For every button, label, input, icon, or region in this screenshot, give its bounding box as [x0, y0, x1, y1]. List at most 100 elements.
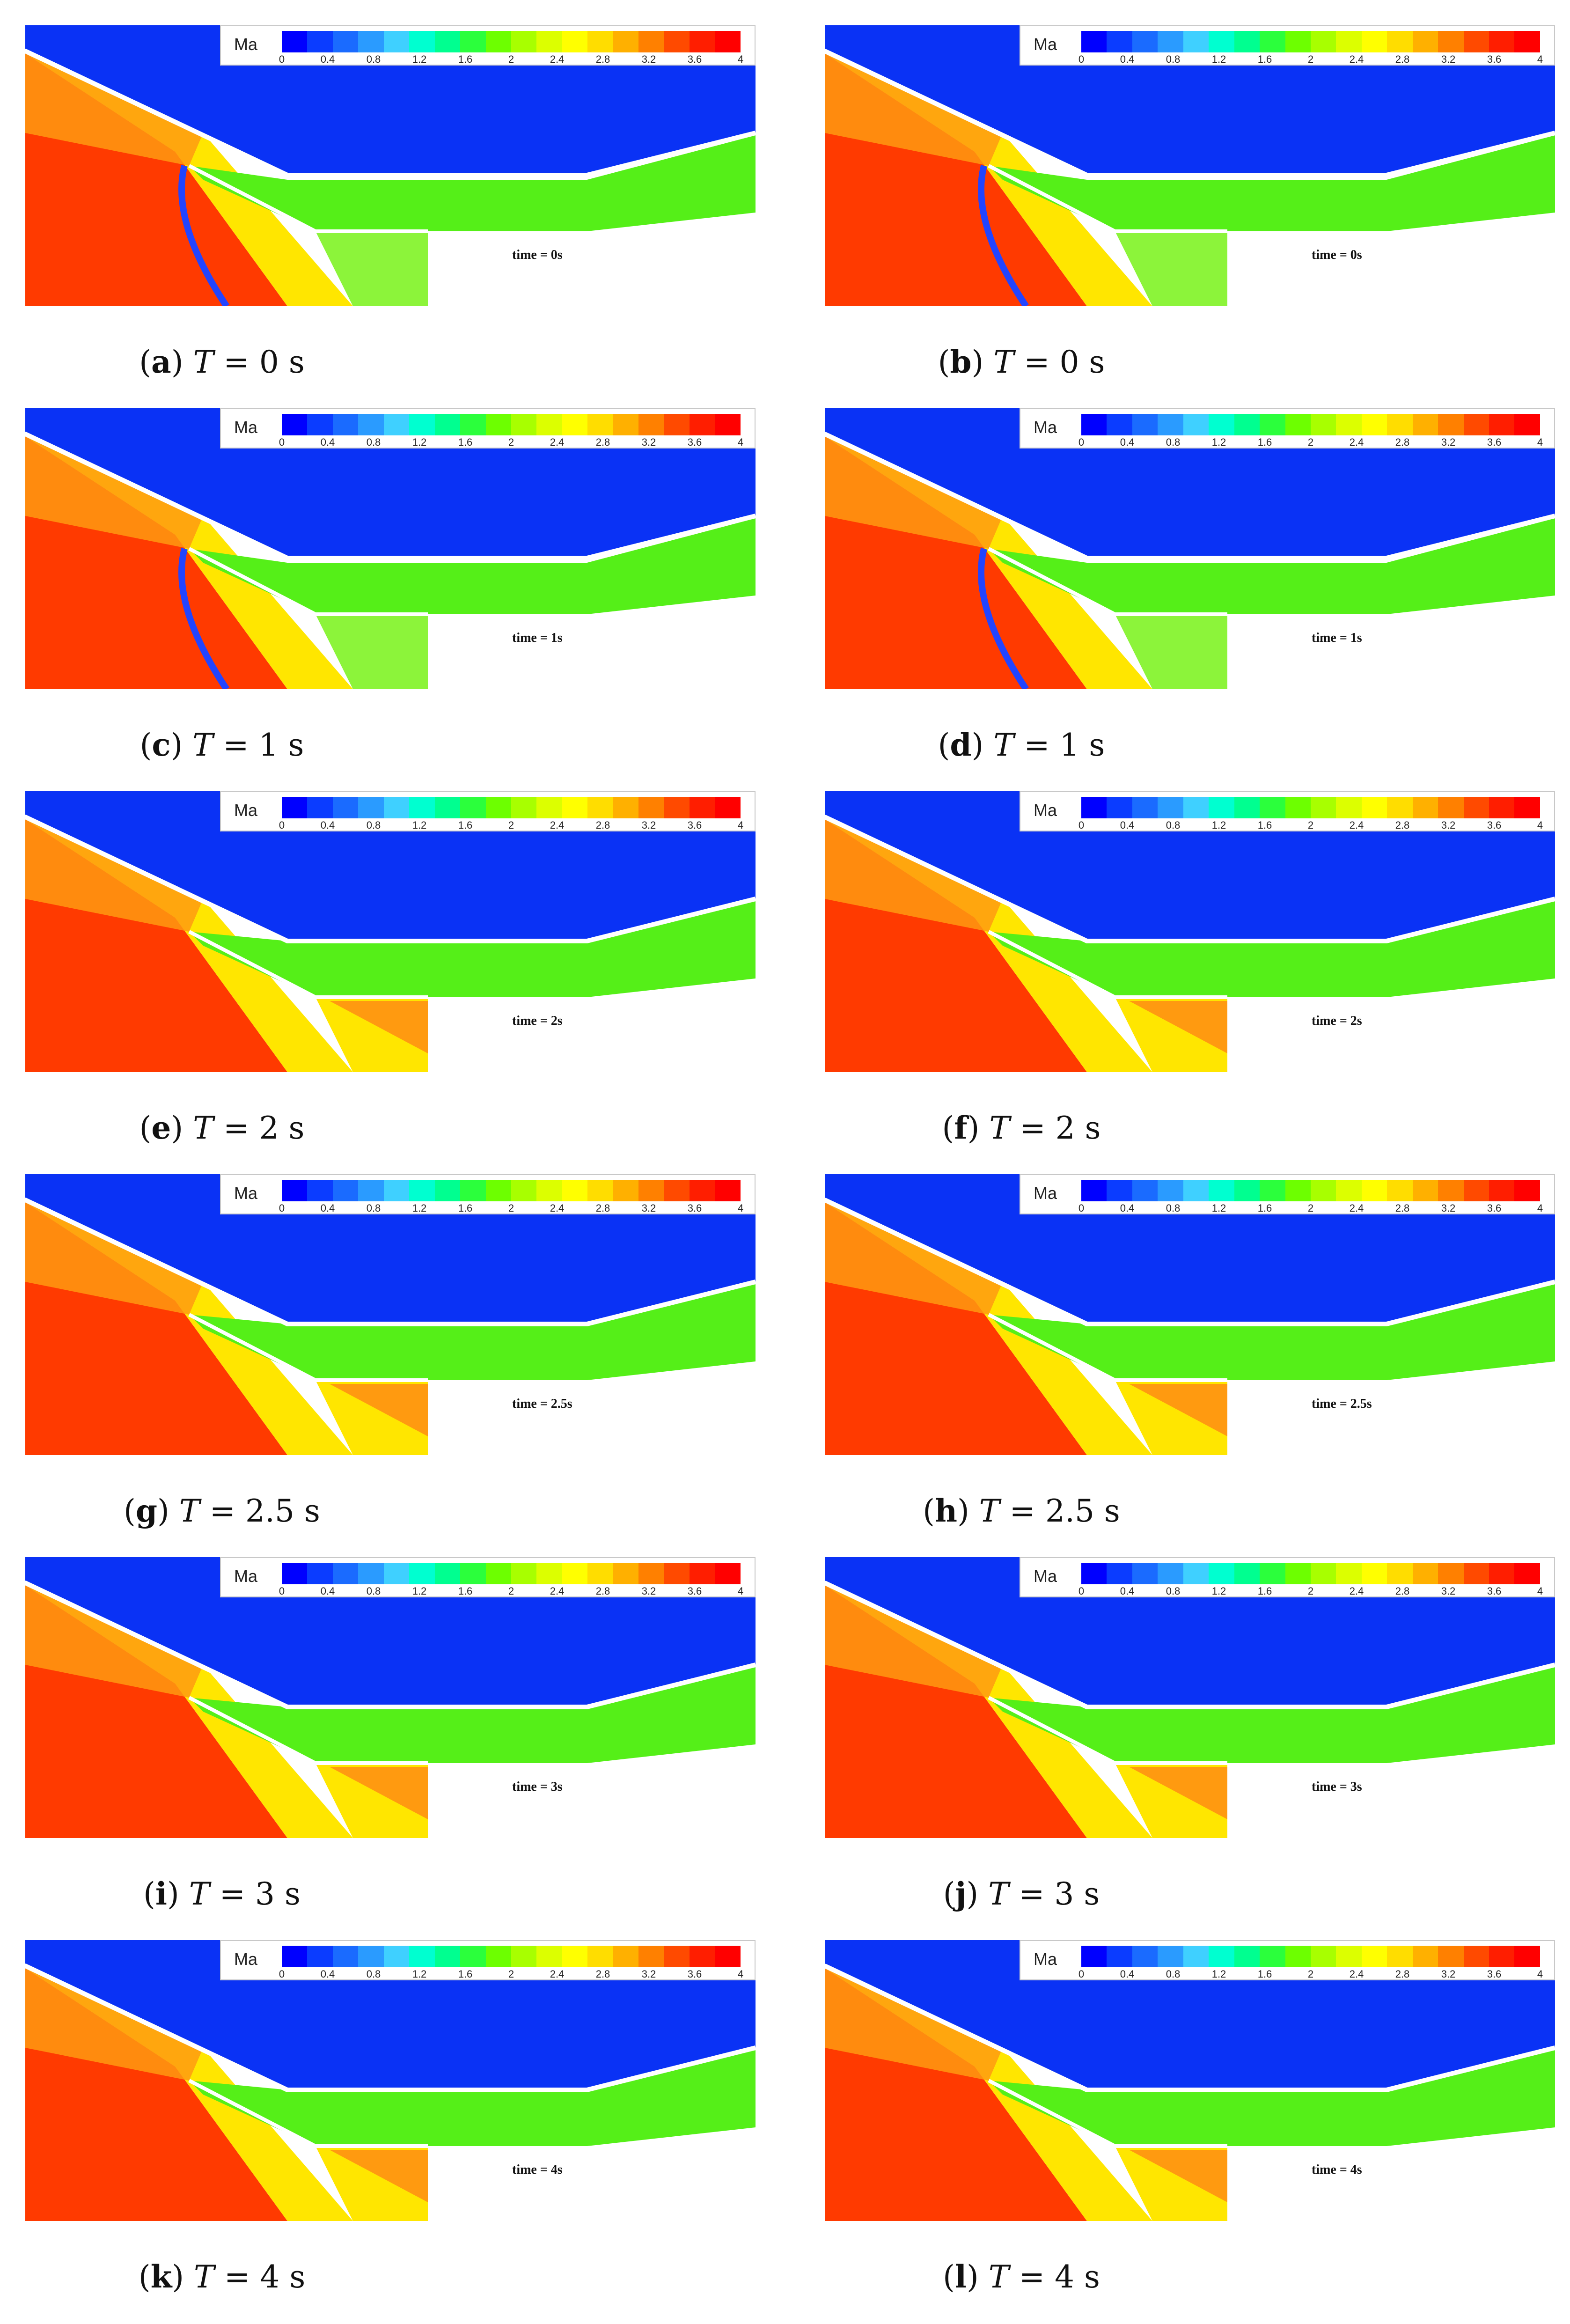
colorbar-level [1310, 414, 1336, 435]
colorbar-tick-label: 2.8 [595, 1202, 610, 1214]
caption-letter: g [135, 1493, 158, 1529]
colorbar-level [1463, 31, 1489, 52]
colorbar-level [1260, 1946, 1285, 1967]
colorbar-level [1107, 31, 1132, 52]
colorbar-tick-label: 4 [1537, 53, 1543, 65]
colorbar-level [715, 414, 741, 435]
colorbar-level [715, 1563, 741, 1584]
colorbar-level [1463, 797, 1489, 818]
caption-value: 2 [259, 1110, 279, 1146]
colorbar-legend: Ma 0 0.4 0.8 1.2 1.6 2 2.4 2.8 3.2 3.6 4 [220, 1174, 756, 1214]
colorbar-level [664, 31, 690, 52]
colorbar-level [1107, 797, 1132, 818]
colorbar-tick-label: 0.4 [1120, 1585, 1135, 1597]
cowl-wall [25, 1198, 756, 1326]
panel-caption: (f) T = 2 s [942, 1110, 1101, 1146]
colorbar-tick-label: 0.8 [366, 436, 381, 448]
colorbar-tick-label: 2.8 [595, 436, 610, 448]
caption-variable: T [993, 344, 1014, 380]
colorbar [1081, 414, 1540, 435]
colorbar-tick-label: 1.2 [412, 819, 427, 831]
colorbar-tick-label: 0 [279, 436, 285, 448]
colorbar-level [1310, 797, 1336, 818]
colorbar-tick-label: 0.4 [320, 1202, 335, 1214]
empty-region [428, 1380, 756, 1455]
colorbar-tick-label: 1.6 [458, 819, 473, 831]
ramp-wall [188, 1696, 428, 1765]
contour-image [825, 1174, 1555, 1455]
colorbar-tick-label: 3.2 [641, 436, 656, 448]
colorbar-level [1285, 1946, 1311, 1967]
figure-panel-d: Ma 0 0.4 0.8 1.2 1.6 2 2.4 2.8 3.2 3.6 4 time = 1s… [825, 408, 1555, 792]
colorbar-tick-label: 4 [737, 436, 744, 448]
colorbar-level [358, 1180, 384, 1201]
colorbar-level [1489, 31, 1515, 52]
colorbar-tick-label: 2.8 [1395, 1968, 1410, 1980]
colorbar-tick-label: 2.4 [550, 1968, 565, 1980]
figure-panel-i: Ma 0 0.4 0.8 1.2 1.6 2 2.4 2.8 3.2 3.6 4 time = 3s… [25, 1557, 756, 1941]
isolator-wedge [330, 1767, 428, 1819]
colorbar-level [715, 1946, 741, 1967]
colorbar-level [282, 414, 308, 435]
colorbar-level [1209, 31, 1234, 52]
colorbar-tick-label: 3.6 [1487, 1968, 1502, 1980]
colorbar-level [409, 1563, 435, 1584]
panel-caption: (h) T = 2.5 s [923, 1493, 1120, 1529]
colorbar-tick-label: 3.6 [687, 436, 702, 448]
colorbar-level [1489, 414, 1515, 435]
ramp-wall [188, 2079, 428, 2148]
caption-variable: T [979, 1493, 1000, 1529]
colorbar-level [1285, 1180, 1311, 1201]
duct-flow-region [989, 135, 1555, 236]
cowl-wall [825, 432, 1555, 560]
colorbar-level [332, 797, 359, 818]
colorbar-level [1438, 31, 1464, 52]
colorbar-level [1158, 1946, 1183, 1967]
caption-value: 3 [255, 1876, 275, 1912]
colorbar-variable-label: Ma [1034, 1566, 1057, 1586]
caption-letter: i [155, 1875, 167, 1912]
colorbar [282, 414, 741, 435]
colorbar-level [638, 797, 664, 818]
empty-region [1227, 1763, 1555, 1838]
isolator-wedge [330, 1001, 428, 1053]
caption-variable: T [988, 1876, 1009, 1912]
colorbar-variable-label: Ma [1034, 1949, 1057, 1969]
colorbar-tick-label: 2.8 [595, 53, 610, 65]
colorbar-ticks: 0 0.4 0.8 1.2 1.6 2 2.4 2.8 3.2 3.6 4 [1078, 1202, 1543, 1214]
empty-region [428, 2146, 756, 2221]
figure-panel-h: Ma 0 0.4 0.8 1.2 1.6 2 2.4 2.8 3.2 3.6 4 time = 2.… [825, 1174, 1555, 1558]
colorbar-tick-label: 2 [508, 436, 514, 448]
duct-flow-region [189, 518, 756, 619]
colorbar-level [1310, 31, 1336, 52]
colorbar-variable-label: Ma [1034, 1184, 1057, 1203]
caption-letter: j [955, 1875, 967, 1912]
colorbar-tick-label: 2.4 [1349, 1585, 1364, 1597]
colorbar-level [1158, 1180, 1183, 1201]
colorbar-level [1412, 1180, 1438, 1201]
duct-flow-region [989, 901, 1555, 1002]
colorbar-tick-label: 0.8 [366, 1968, 381, 1980]
colorbar-level [1438, 1180, 1464, 1201]
colorbar-tick-label: 1.2 [412, 1202, 427, 1214]
colorbar-level [690, 414, 715, 435]
colorbar-variable-label: Ma [234, 418, 258, 437]
colorbar-level [383, 414, 410, 435]
colorbar-level [434, 31, 461, 52]
time-label: time = 1s [1312, 631, 1362, 645]
colorbar-level [638, 31, 664, 52]
diffuser-region [1115, 614, 1227, 689]
forebody-layer [825, 819, 1003, 932]
colorbar-level [1514, 414, 1540, 435]
bow-shock [978, 165, 1029, 306]
ramp-wall [988, 930, 1227, 999]
panel-caption: (k) T = 4 s [138, 2258, 306, 2295]
colorbar-variable-label: Ma [234, 1184, 258, 1203]
colorbar-tick-label: 0.4 [320, 436, 335, 448]
compressed-region [825, 1585, 1152, 1838]
colorbar-level [434, 1946, 461, 1967]
colorbar-level [282, 31, 308, 52]
colorbar-level [1158, 31, 1183, 52]
colorbar [282, 1180, 741, 1201]
colorbar-level [1514, 797, 1540, 818]
